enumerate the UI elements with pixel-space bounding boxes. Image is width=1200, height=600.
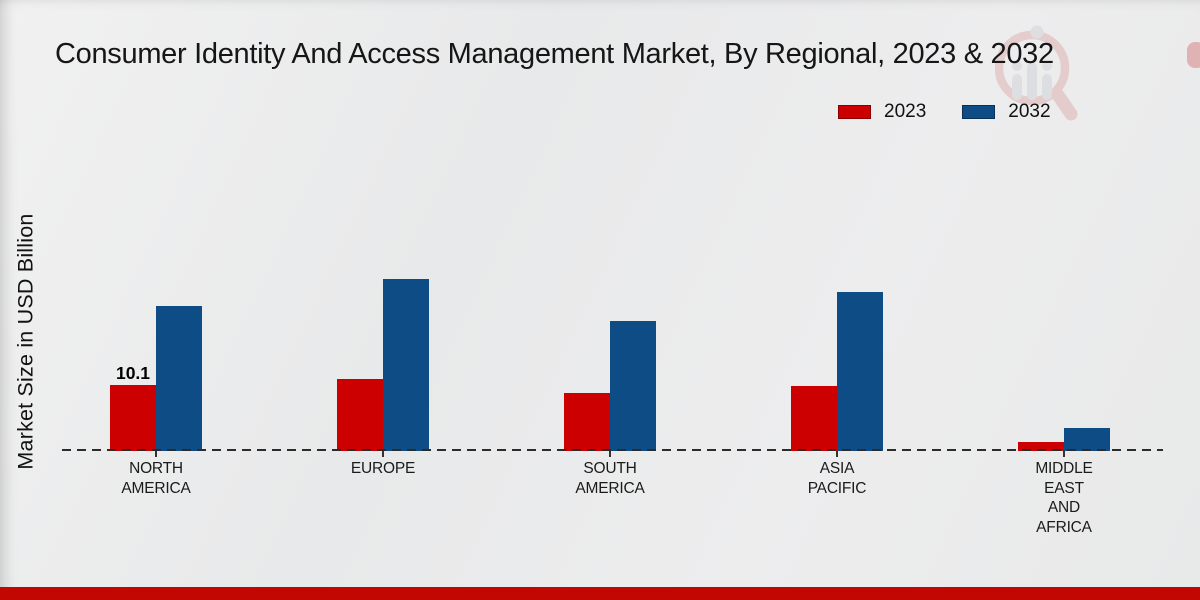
bar-2023-middle-east-and-africa [1018, 442, 1064, 451]
axis-tick [382, 451, 384, 457]
mrfr-logo-watermark-icon [995, 25, 1078, 121]
x-axis-baseline [62, 449, 1163, 451]
chart-title: Consumer Identity And Access Management … [55, 38, 1054, 70]
bar-2032-south-america [610, 321, 656, 451]
watermark-edge-fragment [1187, 42, 1200, 68]
category-label-asia-pacific: ASIA PACIFIC [752, 459, 922, 498]
legend-swatch-2023 [838, 105, 871, 119]
bar-value-label: 10.1 [115, 363, 151, 383]
bar-2032-asia-pacific [837, 292, 883, 451]
bar-2032-north-america [156, 306, 202, 451]
category-label-line: EAST [1044, 479, 1084, 497]
category-label-line: AND [1047, 499, 1081, 516]
footer-accent-bar [0, 587, 1200, 600]
category-label-middle-east-and-africa: MIDDLE EAST AND AFRICA [979, 459, 1149, 537]
axis-tick [155, 451, 157, 457]
legend-item-2032: 2032 [962, 101, 1051, 123]
legend-label: 2032 [1008, 101, 1051, 122]
axis-tick [609, 451, 611, 457]
category-label-line: MIDDLE [1035, 460, 1093, 477]
category-label-line: EUROPE [350, 460, 416, 477]
category-label-line: ASIA [819, 460, 855, 477]
legend-swatch-2032 [962, 105, 996, 119]
bar-2023-north-america [110, 385, 156, 451]
category-label-line: PACIFIC [807, 479, 867, 497]
category-label-line: NORTH [129, 460, 183, 477]
axis-tick [1063, 451, 1065, 457]
axis-tick [836, 451, 838, 457]
legend-item-2023: 2023 [838, 101, 926, 123]
bar-2023-south-america [564, 393, 610, 451]
category-label-line: SOUTH [583, 460, 637, 477]
category-label-line: AMERICA [121, 479, 191, 497]
legend-label: 2023 [884, 101, 927, 122]
legend: 2023 2032 [838, 101, 1051, 123]
category-label-line: AFRICA [1036, 518, 1092, 536]
category-label-line: AMERICA [575, 479, 645, 497]
category-label-europe: EUROPE [298, 459, 468, 479]
category-label-north-america: NORTH AMERICA [71, 459, 241, 498]
bar-2023-asia-pacific [791, 386, 837, 451]
category-label-south-america: SOUTH AMERICA [525, 459, 695, 498]
bar-2023-europe [337, 379, 383, 451]
bar-2032-europe [383, 279, 429, 451]
bar-2032-middle-east-and-africa [1064, 428, 1110, 451]
